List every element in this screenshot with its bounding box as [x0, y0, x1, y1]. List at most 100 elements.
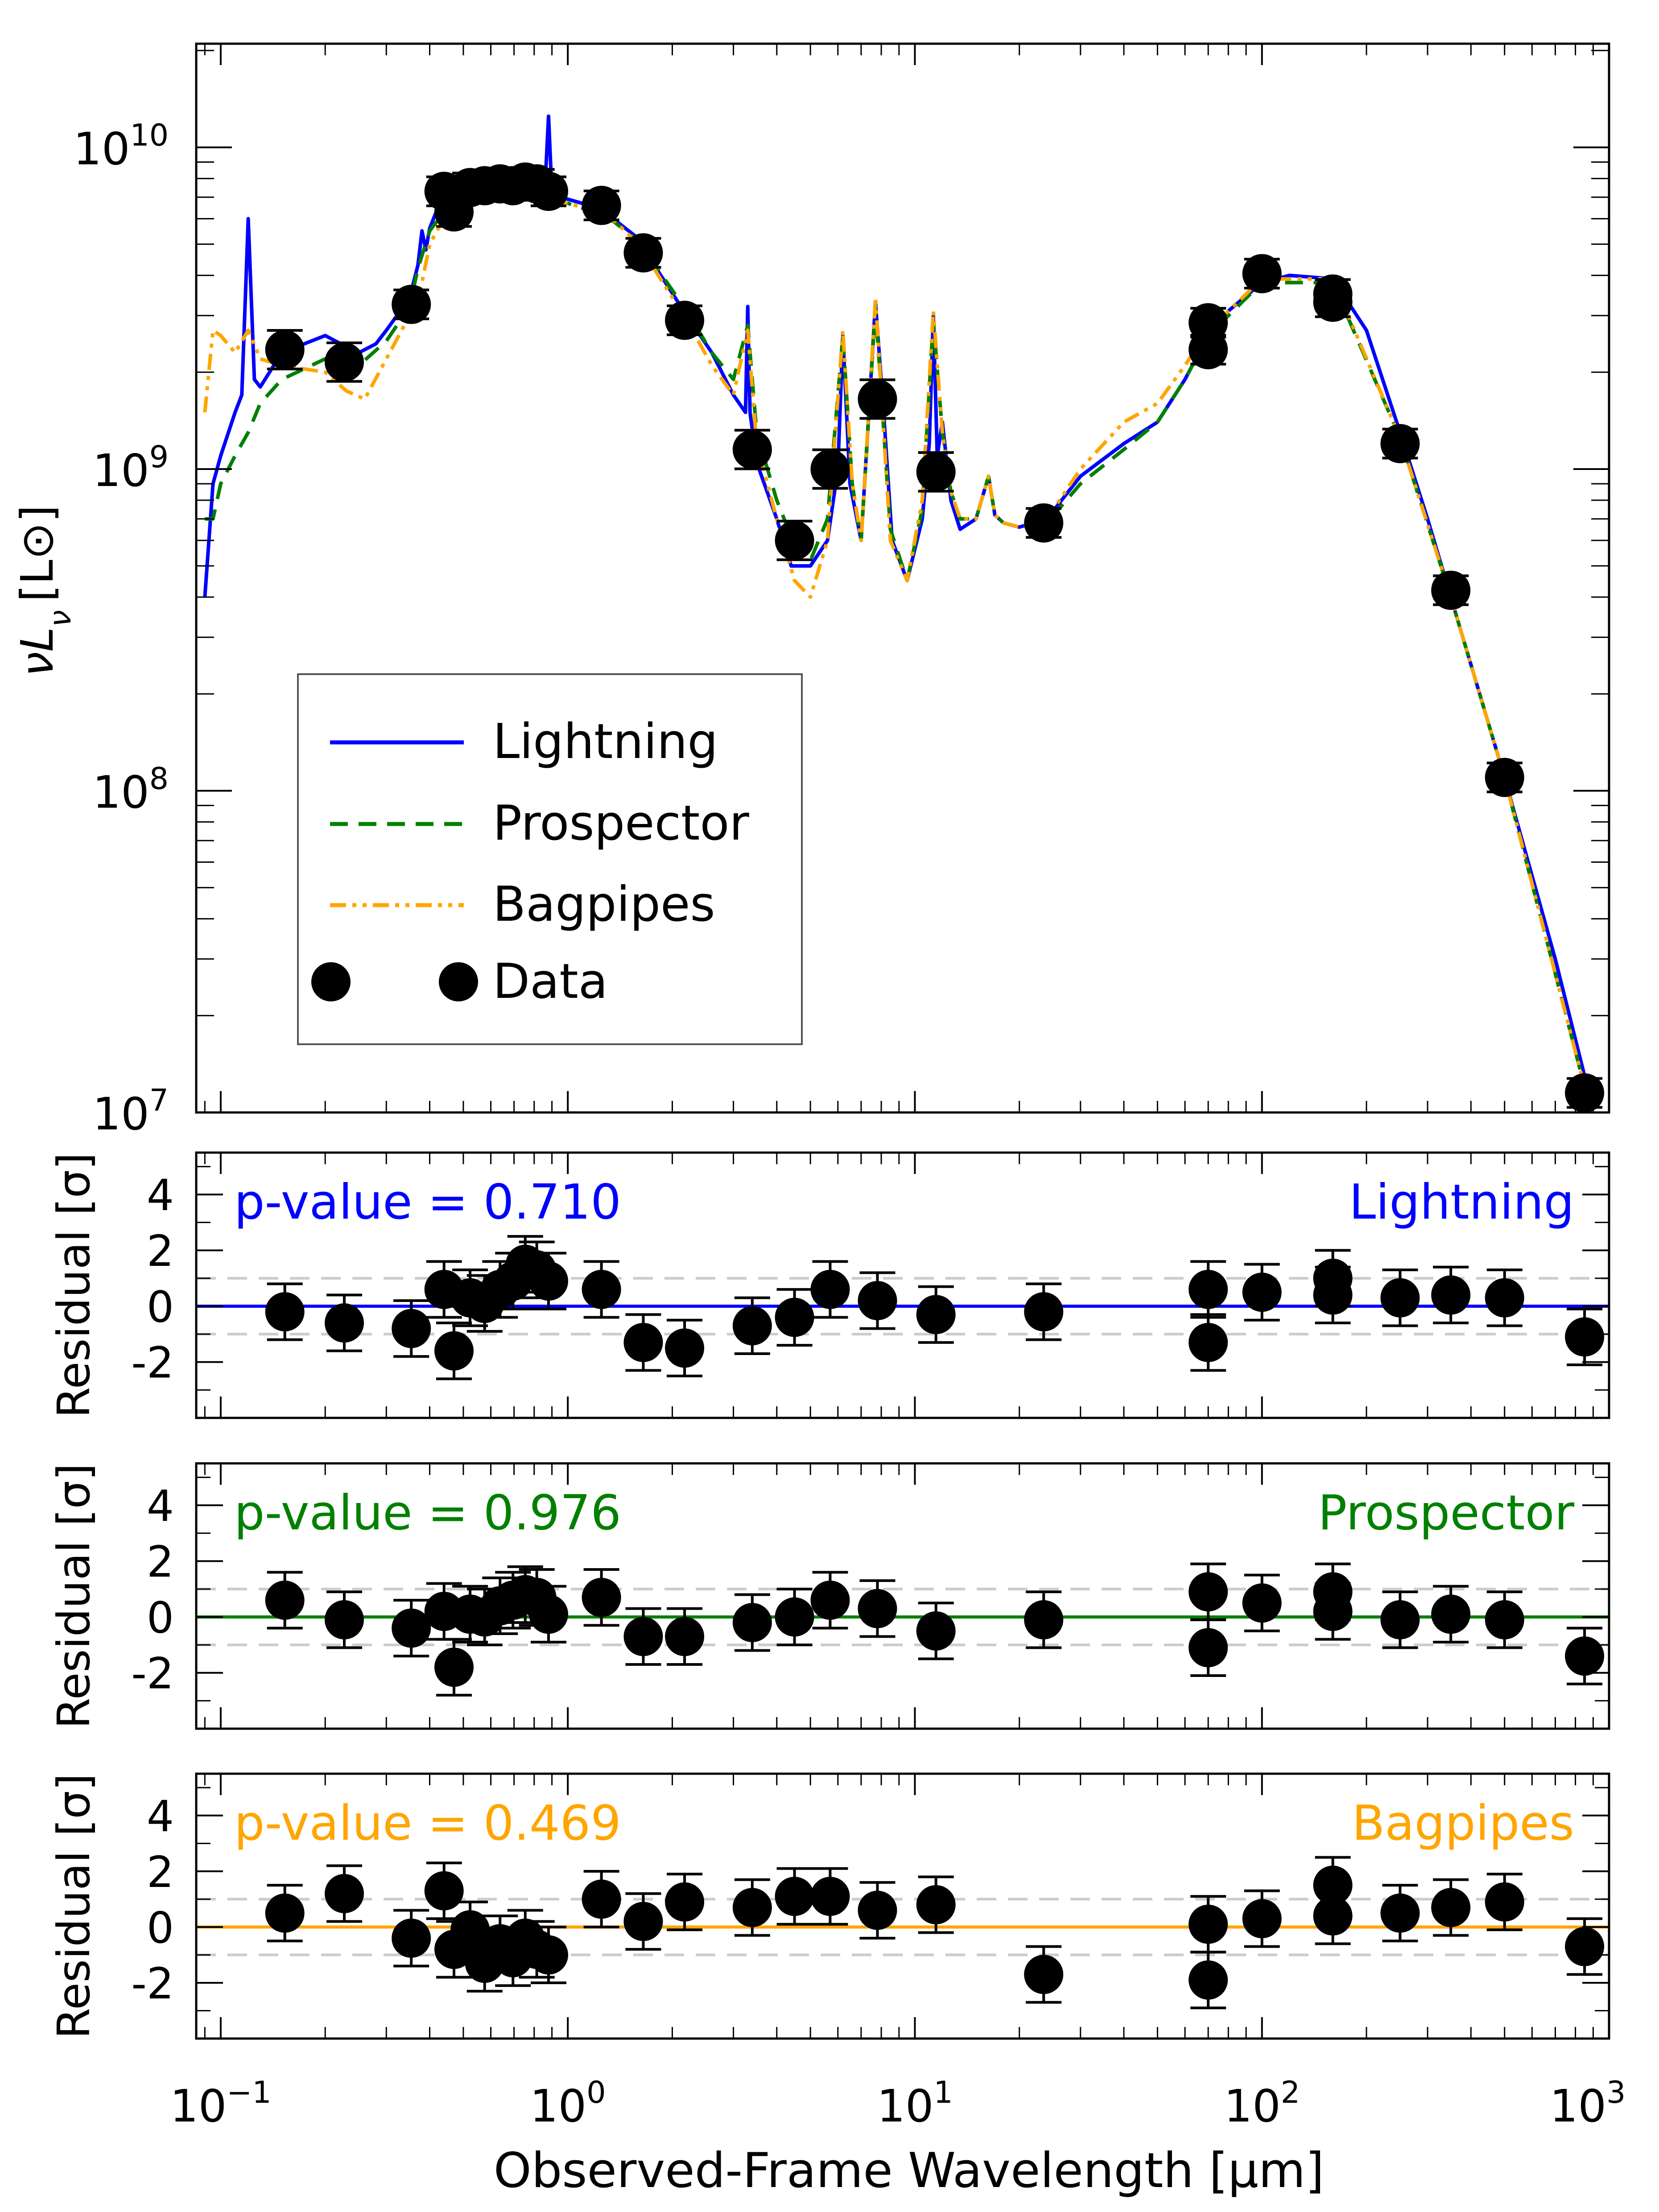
sed-y-axis-label: νLν [L⊙] — [11, 505, 78, 676]
residual-point-marker — [265, 1893, 305, 1933]
data-point-marker — [528, 172, 568, 211]
residual-point-marker — [1242, 1899, 1282, 1939]
residual-point-marker — [1189, 1904, 1228, 1944]
y-tick-label-base: 10 — [92, 766, 149, 818]
y-tick-labels: -2 0 2 4 — [131, 1170, 174, 1388]
data-point-marker — [1313, 274, 1353, 314]
data-point-marker — [265, 330, 305, 370]
data-point-marker — [916, 452, 956, 492]
data-point-marker — [582, 185, 621, 225]
residual-point-marker — [1380, 1278, 1420, 1318]
series-line-bagpipes — [203, 195, 1586, 1087]
residual-y-axis-label: Residual [σ] — [48, 1153, 100, 1418]
residual-point-marker — [1565, 1636, 1605, 1676]
y-tick-label: 107 — [92, 1083, 169, 1140]
x-tick-label: 100 — [530, 2075, 606, 2132]
residual-point-marker — [810, 1580, 850, 1620]
residual-point-marker — [1313, 1896, 1353, 1936]
model-label: Bagpipes — [1352, 1796, 1574, 1851]
residual-plot-frame — [195, 1151, 1610, 1419]
residual-point-marker — [392, 1608, 431, 1648]
y-tick-label: 0 — [147, 1903, 174, 1953]
residual-point-marker — [325, 1600, 364, 1639]
x-tick-label-base: 10 — [170, 2080, 227, 2132]
residual-point-marker — [325, 1303, 364, 1343]
legend-marker-data-right — [439, 962, 478, 1001]
residual-point-marker — [1189, 1269, 1228, 1309]
y-tick-label: -2 — [131, 1959, 174, 2009]
residual-point-marker — [775, 1298, 814, 1337]
residual-point-marker — [582, 1578, 621, 1617]
x-tick-label: 102 — [1224, 2075, 1300, 2132]
data-point-marker — [665, 301, 705, 340]
data-point-marker — [1024, 503, 1064, 543]
residual-point-marker — [810, 1877, 850, 1916]
residual-point-marker — [665, 1617, 705, 1656]
x-tick-label-exponent: 3 — [1606, 2075, 1626, 2110]
data-point-marker — [1242, 254, 1282, 293]
data-point-marker — [1189, 303, 1228, 342]
series-line-prospector — [205, 195, 1586, 1087]
axis-ticks — [196, 44, 1610, 1113]
residual-point-marker — [916, 1611, 956, 1651]
residual-point-marker — [434, 1331, 474, 1371]
residual-point-marker — [1485, 1600, 1524, 1639]
p-value-text: p-value = 0.469 — [234, 1796, 621, 1851]
p-value-text: p-value = 0.710 — [234, 1174, 621, 1230]
y-tick-labels: -2 0 2 4 — [131, 1481, 174, 1699]
residual-point-marker — [858, 1589, 897, 1628]
y-tick-labels: -2 0 2 4 — [131, 1792, 174, 2009]
y-tick-label: 0 — [147, 1282, 174, 1332]
residual-points — [265, 1235, 1605, 1380]
residual-point-marker — [582, 1269, 621, 1309]
residual-point-marker — [775, 1597, 814, 1637]
residual-point-marker — [1485, 1882, 1524, 1922]
residual-point-marker — [434, 1648, 474, 1687]
residual-point-marker — [623, 1617, 663, 1656]
residual-point-marker — [1313, 1258, 1353, 1298]
x-tick-label: 103 — [1550, 2075, 1626, 2132]
legend-box — [297, 673, 803, 1045]
residual-point-marker — [1189, 1628, 1228, 1668]
x-tick-label-base: 10 — [530, 2080, 586, 2132]
residual-panel-bagpipes: -2 0 2 4 Residual [σ] p-value = 0.469 Bagpi… — [48, 1772, 1610, 2040]
data-point-marker — [775, 521, 814, 560]
y-tick-label-exponent: 9 — [149, 440, 169, 475]
legend-label-lightning: Lightning — [493, 714, 718, 770]
model-label: Prospector — [1318, 1485, 1574, 1541]
legend-label-data: Data — [493, 954, 608, 1009]
residual-y-axis-label: Residual [σ] — [48, 1463, 100, 1729]
residual-plot-frame — [195, 1772, 1610, 2040]
residual-point-marker — [528, 1594, 568, 1634]
axis-ticks — [196, 1153, 1610, 1419]
residual-point-marker — [1380, 1893, 1420, 1933]
residual-panel-prospector: -2 0 2 4 Residual [σ] p-value = 0.976 Prosp… — [48, 1462, 1610, 1730]
y-tick-label: 109 — [92, 440, 169, 497]
residual-point-marker — [1189, 1322, 1228, 1362]
data-point-marker — [1485, 758, 1524, 797]
residual-point-marker — [858, 1281, 897, 1320]
residual-points — [265, 1562, 1605, 1697]
y-tick-label: -2 — [131, 1338, 174, 1388]
residual-point-marker — [1431, 1275, 1471, 1315]
residual-point-marker — [858, 1891, 897, 1930]
residual-plot-frame — [195, 1462, 1610, 1730]
sed-y-axis-label-main: νL — [11, 627, 63, 677]
x-tick-label-base: 10 — [1550, 2080, 1606, 2132]
legend-label-prospector: Prospector — [493, 795, 749, 851]
y-tick-label: 108 — [92, 761, 169, 818]
residual-point-marker — [1431, 1594, 1471, 1634]
residual-point-marker — [732, 1603, 772, 1642]
y-tick-label: 0 — [147, 1593, 174, 1643]
x-tick-label: 10−1 — [170, 2075, 271, 2132]
residual-point-marker — [665, 1328, 705, 1368]
x-tick-label: 101 — [877, 2075, 953, 2132]
residual-point-marker — [623, 1322, 663, 1362]
data-point-marker — [1189, 330, 1228, 370]
data-point-marker — [325, 342, 364, 382]
sed-plot-frame — [195, 42, 1610, 1114]
data-point-marker — [1431, 570, 1471, 610]
x-tick-label-base: 10 — [877, 2080, 933, 2132]
